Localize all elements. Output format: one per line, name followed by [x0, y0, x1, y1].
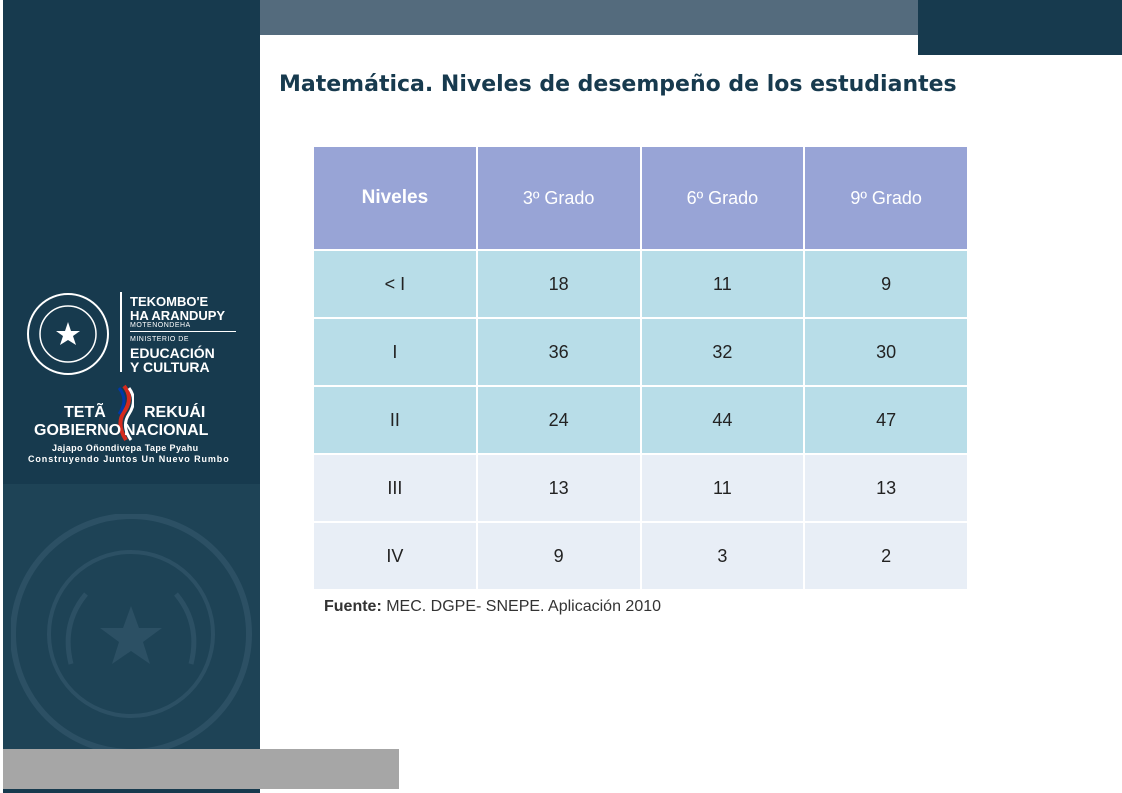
ministry-name: MOTENONDEHA — [130, 322, 191, 329]
government-logo-text: NACIONAL — [124, 422, 209, 439]
table-row: I 36 32 30 — [312, 317, 969, 386]
level-cell: III — [312, 453, 478, 522]
value-cell: 24 — [475, 385, 642, 454]
column-header: 6º Grado — [639, 147, 806, 250]
table-row: II 24 44 47 — [312, 385, 969, 454]
source-label: Fuente: — [324, 598, 382, 615]
column-header: 3º Grado — [475, 147, 642, 250]
value-cell: 11 — [639, 249, 806, 318]
value-cell: 3 — [639, 521, 806, 589]
column-header: Niveles — [312, 147, 478, 250]
government-logo-text: GOBIERNO — [34, 422, 122, 439]
value-cell: 2 — [803, 521, 969, 589]
value-cell: 11 — [639, 453, 806, 522]
table-row: IV 9 3 2 — [312, 521, 969, 589]
source-note: Fuente: MEC. DGPE- SNEPE. Aplicación 201… — [324, 598, 661, 616]
level-cell: II — [312, 385, 478, 454]
ministry-name: Y CULTURA — [130, 359, 210, 375]
institution-logos: TEKOMBO'E HA ARANDUPY MOTENONDEHA MINIST… — [22, 288, 262, 468]
ministry-name: TEKOMBO'E — [130, 294, 209, 309]
top-right-block — [918, 0, 1122, 55]
value-cell: 13 — [803, 453, 969, 522]
column-header: 9º Grado — [803, 147, 969, 250]
performance-levels-table: Niveles 3º Grado 6º Grado 9º Grado < I 1… — [312, 147, 969, 589]
paraguay-seal-icon — [27, 293, 109, 375]
paraguay-seal-watermark — [11, 514, 252, 749]
footer-gray-block — [3, 749, 399, 789]
level-cell: IV — [312, 521, 478, 589]
ministry-name: HA ARANDUPY — [130, 308, 226, 323]
value-cell: 44 — [639, 385, 806, 454]
government-logo-text: TETÃ — [64, 404, 106, 421]
level-cell: I — [312, 317, 478, 386]
brand-divider — [130, 331, 236, 332]
table-row: < I 18 11 9 — [312, 249, 969, 318]
value-cell: 9 — [803, 249, 969, 318]
government-slogan: Jajapo Oñondivepa Tape Pyahu — [52, 443, 199, 453]
top-bar — [260, 0, 918, 35]
brand-divider — [120, 292, 122, 372]
value-cell: 9 — [475, 521, 642, 589]
table-header-row: Niveles 3º Grado 6º Grado 9º Grado — [312, 147, 969, 250]
value-cell: 32 — [639, 317, 806, 386]
value-cell: 36 — [475, 317, 642, 386]
value-cell: 13 — [475, 453, 642, 522]
level-cell: < I — [312, 249, 478, 318]
value-cell: 18 — [475, 249, 642, 318]
ministry-name: MINISTERIO DE — [130, 336, 190, 343]
source-text: MEC. DGPE- SNEPE. Aplicación 2010 — [381, 598, 662, 615]
value-cell: 47 — [803, 385, 969, 454]
government-slogan: Construyendo Juntos Un Nuevo Rumbo — [28, 454, 230, 464]
government-logo-text: REKUÁI — [144, 404, 206, 421]
flag-mark-icon — [117, 384, 134, 442]
value-cell: 30 — [803, 317, 969, 386]
ministry-name: EDUCACIÓN — [130, 345, 215, 361]
table-row: III 13 11 13 — [312, 453, 969, 522]
page-title: Matemática. Niveles de desempeño de los … — [279, 72, 957, 97]
seal-watermark-panel — [3, 484, 260, 749]
